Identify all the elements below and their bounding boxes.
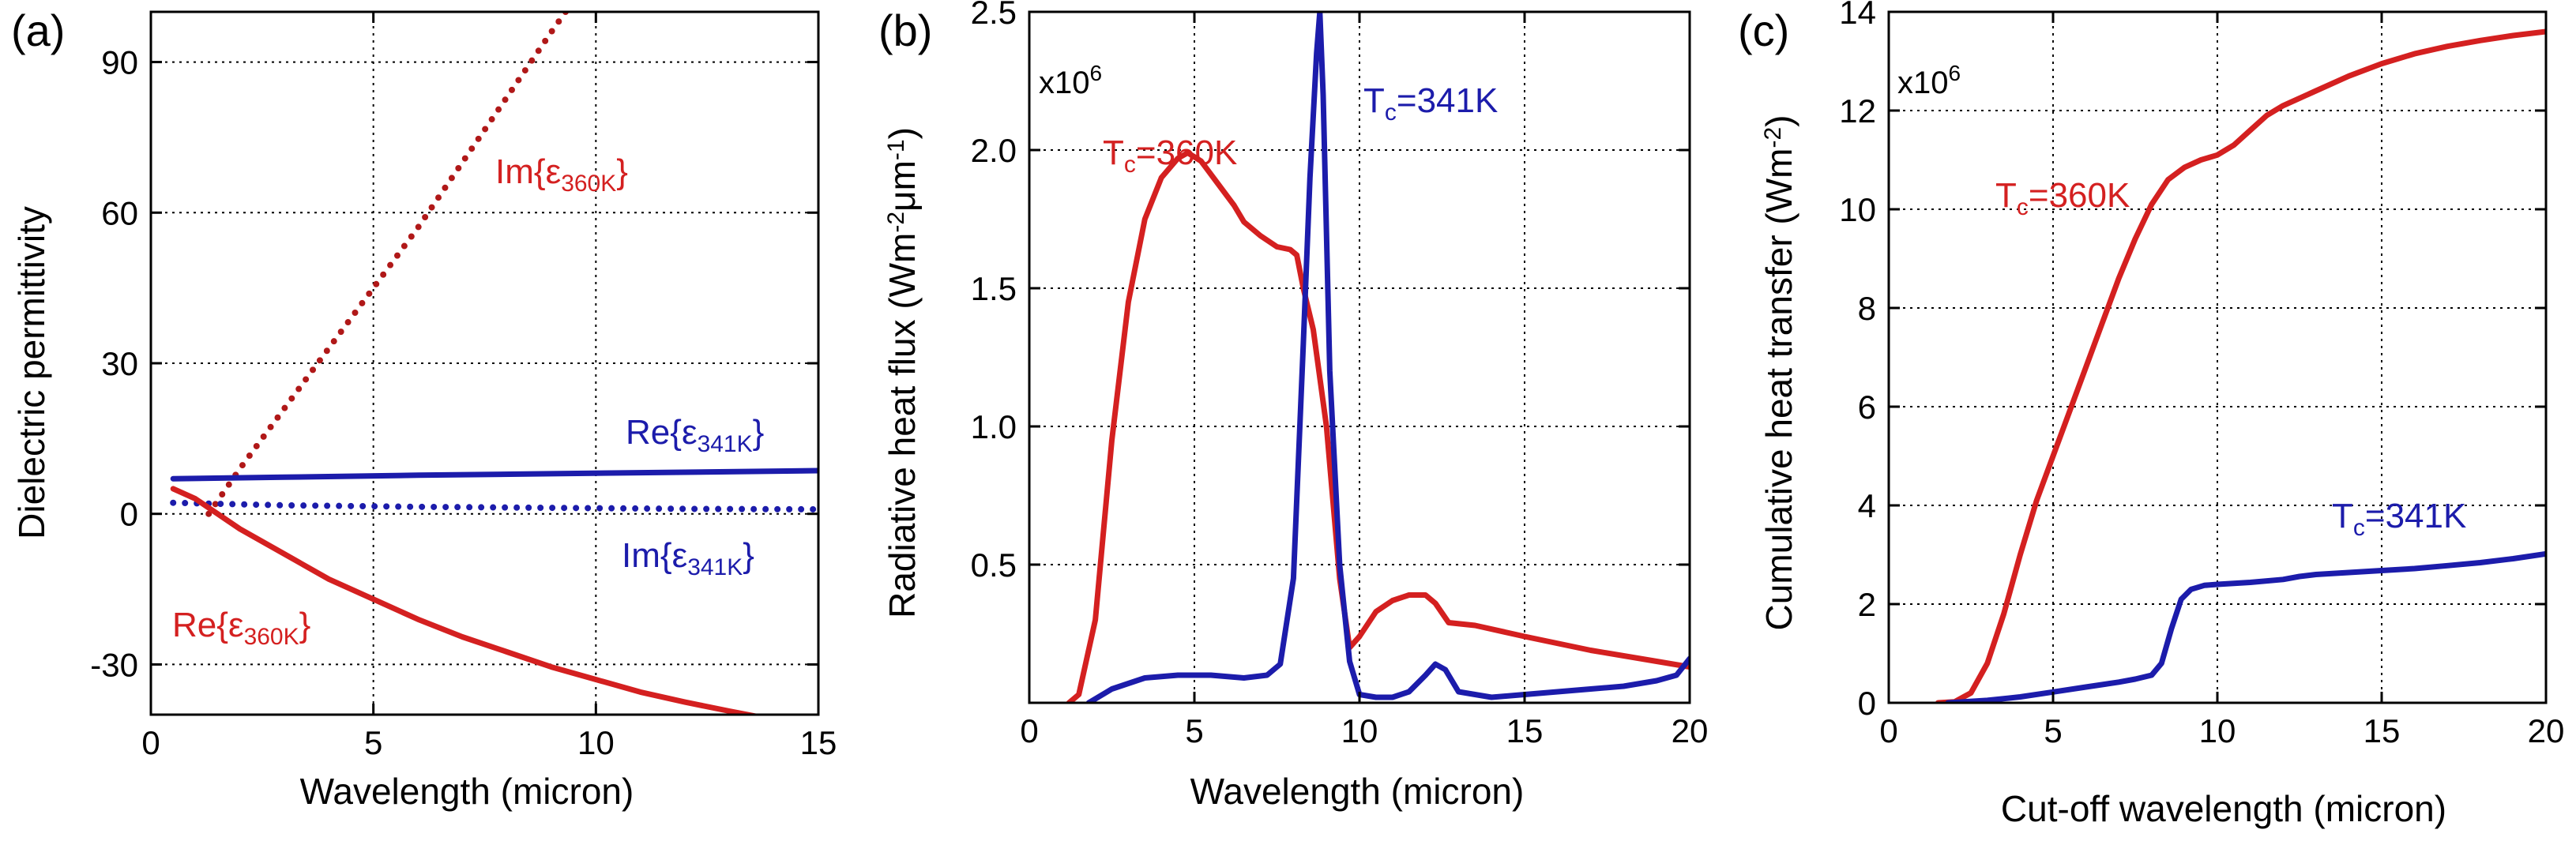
y-axis-label-a: Dielectric permittivity	[11, 206, 52, 539]
x-tick-label: 15	[2364, 712, 2401, 749]
y-tick-label: 8	[1858, 290, 1876, 327]
x-tick-label: 5	[364, 724, 382, 761]
y-tick-label: 2.5	[971, 0, 1017, 31]
x-tick-label: 10	[1341, 712, 1378, 749]
y-tick-label: 10	[1839, 191, 1876, 228]
y-axis-label-c: Cumulative heat transfer (Wm-2)	[1758, 115, 1799, 631]
annotation-text: Tc=341K	[2332, 497, 2466, 541]
x-tick-label: 20	[2528, 712, 2565, 749]
annotation-tc-341k-b: Tc=341K	[1363, 81, 1498, 126]
y-tick-label: 90	[101, 44, 138, 81]
annotation-text: Re{ε341K}	[626, 413, 764, 457]
x-tick-label: 0	[1020, 712, 1038, 749]
plot-area-b: 0 5 10 15 20 0.5 1.0 1.5 2.0 2.5	[971, 0, 1709, 749]
annotation-text: Tc=360K	[1103, 133, 1237, 178]
annotation-text: Tc=341K	[1363, 81, 1498, 126]
y-tick-label: 30	[101, 345, 138, 382]
panel-b: 0 5 10 15 20 0.5 1.0 1.5 2.0 2.5 (b) Radiative he…	[878, 0, 1708, 812]
x-tick-label: 0	[141, 724, 160, 761]
x-tick-label: 20	[1672, 712, 1709, 749]
panel-label-b: (b)	[878, 6, 932, 55]
annotation-re-eps-341k: Re{ε341K}	[626, 413, 764, 457]
y-tick-label: 1.0	[971, 408, 1017, 445]
scale-label-b: x106	[1039, 61, 1102, 100]
series-line-c-1	[1935, 28, 2546, 703]
axes-frame-c	[1887, 10, 2548, 704]
panel-a: 0 5 10 15 -30 0 30 60 90 (a) Dielectric permitti…	[11, 6, 837, 812]
plot-area-c: 0 5 10 15 20 0 2 4 6 8 10 12 14	[1839, 0, 2564, 749]
y-tick-label: 60	[101, 194, 138, 231]
x-axis-label-a: Wavelength (micron)	[300, 771, 634, 812]
series-line-c-2	[1945, 550, 2546, 703]
series-line-a-2	[170, 467, 818, 482]
y-tick-label: 2.0	[971, 132, 1017, 169]
y-tick-label: 0	[120, 496, 138, 533]
y-tick-label: -30	[90, 646, 138, 683]
annotation-text: Im{ε360K}	[495, 152, 628, 197]
y-tick-label: 4	[1858, 487, 1876, 524]
annotation-text: Tc=360K	[1995, 176, 2130, 220]
annotation-re-eps-360k: Re{ε360K}	[172, 606, 310, 650]
annotation-im-eps-360k: Im{ε360K}	[495, 152, 628, 197]
y-tick-label: 2	[1858, 586, 1876, 623]
panel-c: 0 5 10 15 20 0 2 4 6 8 10 12 14 (c) Cumulative heat …	[1738, 0, 2564, 829]
x-tick-label: 15	[1506, 712, 1544, 749]
series-line-b-2	[1085, 12, 1690, 703]
x-axis-label-c: Cut-off wavelength (micron)	[2001, 788, 2446, 829]
annotation-tc-341k-c: Tc=341K	[2332, 497, 2466, 541]
series-line-a-3	[170, 499, 818, 512]
y-tick-label: 1.5	[971, 270, 1017, 307]
y-tick-label: 0.5	[971, 546, 1017, 584]
scale-label-c: x106	[1897, 61, 1961, 100]
y-tick-label: 12	[1839, 92, 1876, 130]
series-line-b-1	[1066, 150, 1690, 703]
annotation-text: Re{ε360K}	[172, 606, 310, 650]
series-line-a-1	[205, 12, 570, 517]
annotation-tc-360k-b: Tc=360K	[1103, 133, 1237, 178]
x-tick-label: 10	[577, 724, 615, 761]
y-axis-label-b: Radiative heat flux (Wm-2μm-1)	[882, 127, 923, 618]
annotation-tc-360k-c: Tc=360K	[1995, 176, 2130, 220]
x-tick-label: 0	[1879, 712, 1897, 749]
panel-label-c: (c)	[1738, 6, 1789, 55]
annotation-text: Im{ε341K}	[622, 536, 754, 580]
x-tick-label: 15	[800, 724, 837, 761]
annotation-im-eps-341k: Im{ε341K}	[622, 536, 754, 580]
x-tick-label: 10	[2199, 712, 2236, 749]
y-tick-label: 14	[1839, 0, 1876, 31]
x-tick-label: 5	[2044, 712, 2062, 749]
y-tick-label: 0	[1858, 685, 1876, 722]
panel-label-a: (a)	[11, 6, 65, 55]
x-axis-label-b: Wavelength (micron)	[1190, 771, 1525, 812]
series-line-a-4	[170, 486, 762, 715]
plot-area-a: 0 5 10 15 -30 0 30 60 90	[90, 10, 837, 761]
x-tick-label: 5	[1185, 712, 1203, 749]
y-tick-label: 6	[1858, 389, 1876, 426]
axes-frame-b	[1028, 10, 1691, 704]
